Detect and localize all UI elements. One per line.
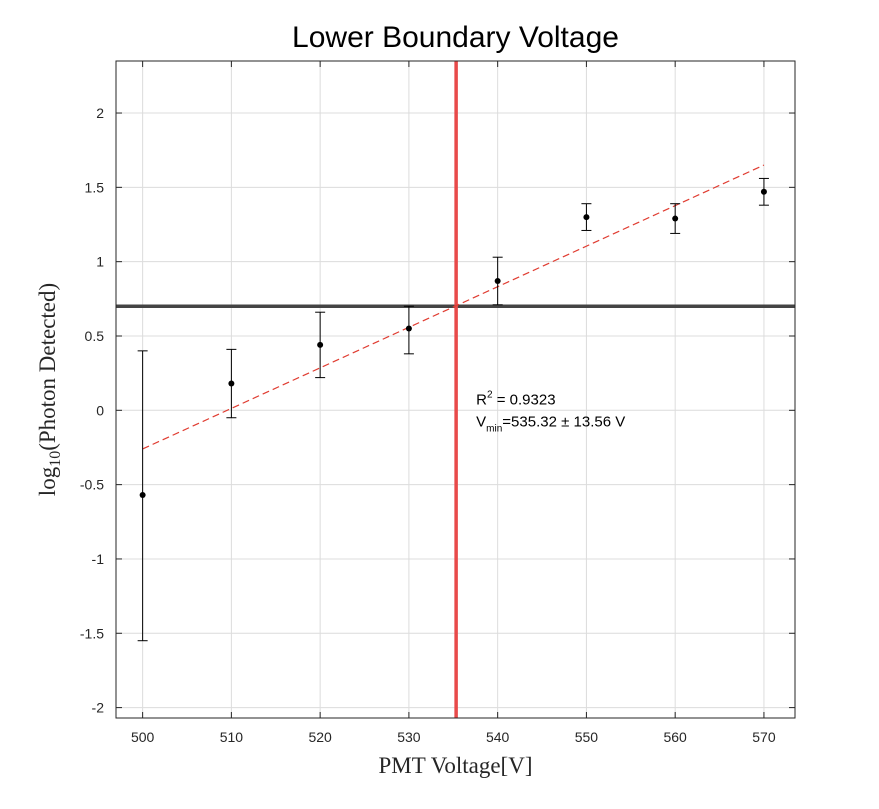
x-tick-label: 570 [752, 729, 776, 745]
y-tick-label: 1.5 [85, 179, 105, 195]
data-point [139, 492, 146, 499]
y-tick-label: 1 [96, 254, 104, 270]
data-point [760, 188, 767, 195]
y-axis-label-suffix: (Photon Detected) [35, 283, 60, 451]
y-tick-label: -2 [92, 700, 105, 716]
y-tick-label: -0.5 [80, 477, 104, 493]
annotation-vmin: Vmin=535.32 ± 13.56 V [476, 413, 625, 434]
tick-labels: 500 510 520 530 540 550 560 570 2 1.5 1 0.5 0 -0.5 -1 -… [80, 105, 776, 745]
annotation-v-subscript: min [486, 423, 502, 434]
y-tick-label: 2 [96, 105, 104, 121]
fit-layer [142, 164, 765, 450]
x-tick-label: 530 [397, 729, 421, 745]
annotation-r-squared: R2 = 0.9323 [476, 389, 555, 408]
data-point [583, 214, 590, 221]
x-axis-label-text: PMT Voltage[V] [379, 753, 533, 778]
annotation-r-superscript: 2 [487, 389, 493, 400]
data-points [139, 188, 767, 499]
y-tick-label: 0.5 [85, 328, 105, 344]
y-tick-label: -1.5 [80, 625, 104, 641]
x-axis-label: PMT Voltage[V] [379, 753, 533, 778]
fit-line [142, 164, 765, 450]
annotation-v-value: =535.32 ± 13.56 V [502, 413, 625, 430]
annotation-r-value: = 0.9323 [493, 391, 556, 408]
x-tick-label: 550 [575, 729, 599, 745]
annotation-r-symbol: R [476, 391, 487, 408]
ticks [116, 61, 795, 718]
data-point [405, 325, 412, 332]
y-axis-label-subscript: 10 [47, 451, 64, 467]
y-axis-label: log10(Photon Detected) [35, 283, 64, 496]
x-tick-label: 520 [308, 729, 332, 745]
y-axis-label-prefix: log [35, 466, 60, 496]
y-tick-label: -1 [92, 551, 105, 567]
data-point [672, 215, 679, 222]
data-point [228, 380, 235, 387]
data-point [494, 277, 501, 284]
x-tick-label: 500 [131, 729, 155, 745]
chart-title: Lower Boundary Voltage [292, 21, 619, 54]
x-tick-label: 560 [663, 729, 687, 745]
annotation-v-symbol: V [476, 413, 486, 430]
plot-frame [115, 60, 796, 719]
data-point [317, 341, 324, 348]
y-tick-label: 0 [96, 402, 104, 418]
x-tick-label: 510 [220, 729, 244, 745]
x-tick-label: 540 [486, 729, 510, 745]
